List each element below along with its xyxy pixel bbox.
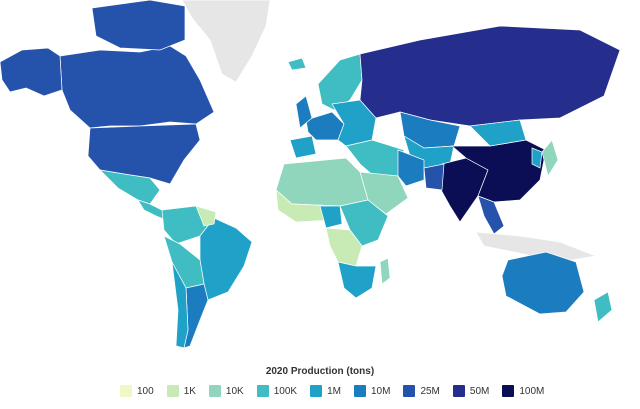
- legend-item: 100M: [502, 385, 544, 397]
- region-chile[interactable]: [171, 261, 189, 349]
- legend-label: 50M: [469, 385, 490, 397]
- region-southern-africa[interactable]: [337, 261, 377, 299]
- legend-swatch: [353, 385, 366, 397]
- legend-items: 100 1K 10K 100K 1M 10M 25M 50M 100M: [120, 383, 557, 399]
- legend-swatch: [256, 385, 269, 397]
- region-united-states[interactable]: [87, 123, 201, 185]
- legend-label: 1K: [183, 385, 196, 397]
- region-brazil[interactable]: [199, 217, 253, 301]
- legend-item: 10K: [208, 385, 244, 397]
- map-legend: 2020 Production (tons) 100 1K 10K 100K 1M 10M…: [0, 360, 640, 405]
- legend-label: 100M: [519, 385, 545, 397]
- legend-swatch: [208, 385, 221, 397]
- region-mexico[interactable]: [98, 169, 161, 205]
- legend-label: 10K: [225, 385, 244, 397]
- legend-item: 10M: [353, 385, 391, 397]
- region-canada[interactable]: [59, 45, 215, 129]
- legend-label: 1M: [327, 385, 341, 397]
- region-russia[interactable]: [359, 25, 621, 127]
- legend-item: 25M: [403, 385, 440, 397]
- legend-title: 2020 Production (tons): [265, 366, 375, 377]
- region-canadian-arctic[interactable]: [91, 0, 186, 51]
- legend-swatch: [120, 385, 132, 397]
- region-korea[interactable]: [531, 147, 543, 169]
- region-peru-bolivia[interactable]: [163, 235, 205, 289]
- region-mongolia[interactable]: [469, 119, 527, 147]
- region-scandinavia[interactable]: [317, 53, 363, 111]
- legend-item: 100: [120, 385, 154, 397]
- legend-label: 100: [137, 385, 154, 397]
- region-pakistan[interactable]: [423, 163, 445, 191]
- legend-swatch: [310, 385, 323, 397]
- legend-label: 100K: [273, 385, 298, 397]
- region-north-africa[interactable]: [275, 157, 369, 207]
- region-greenland[interactable]: [181, 0, 271, 83]
- region-indonesia[interactable]: [475, 231, 598, 263]
- country-regions: [0, 0, 621, 349]
- region-australia[interactable]: [501, 251, 585, 315]
- legend-item: 50M: [452, 385, 490, 397]
- legend-item: 100K: [256, 385, 298, 397]
- region-japan[interactable]: [541, 139, 559, 177]
- region-iberia[interactable]: [289, 135, 317, 159]
- region-uk[interactable]: [295, 95, 313, 129]
- legend-item: 1K: [166, 385, 196, 397]
- region-nigeria[interactable]: [319, 205, 343, 229]
- legend-swatch: [452, 385, 465, 397]
- legend-swatch: [502, 385, 515, 397]
- legend-swatch: [403, 385, 416, 397]
- region-guianas[interactable]: [195, 205, 217, 227]
- region-alaska[interactable]: [0, 47, 63, 97]
- region-southeast-asia[interactable]: [477, 195, 505, 235]
- legend-label: 10M: [370, 385, 391, 397]
- region-iran[interactable]: [397, 149, 425, 187]
- region-new-zealand[interactable]: [593, 291, 613, 323]
- legend-swatch: [166, 385, 179, 397]
- world-map: [0, 0, 621, 349]
- legend-item: 1M: [310, 385, 341, 397]
- region-iceland[interactable]: [287, 57, 307, 71]
- legend-label: 25M: [420, 385, 440, 397]
- region-madagascar[interactable]: [379, 257, 391, 285]
